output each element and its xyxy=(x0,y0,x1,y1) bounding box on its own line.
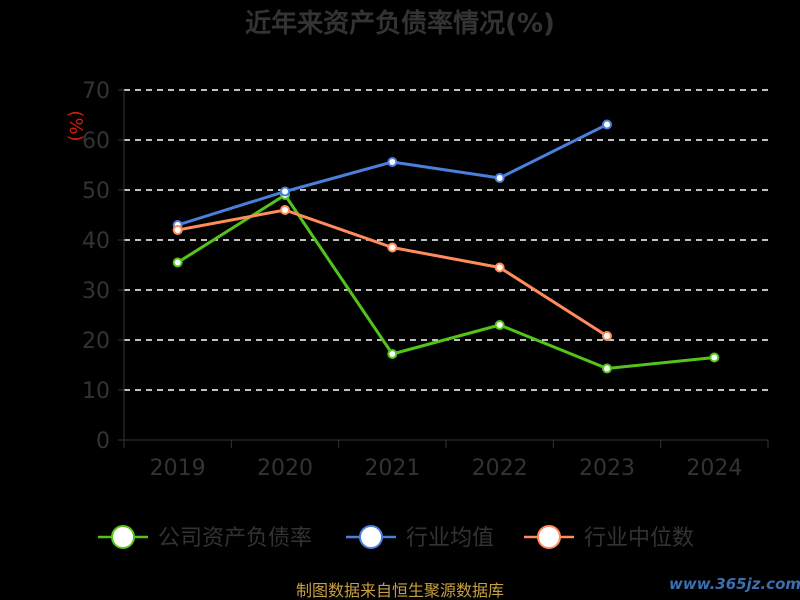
data-point[interactable] xyxy=(387,242,398,253)
legend-label: 公司资产负债率 xyxy=(158,526,312,551)
y-tick-label: 40 xyxy=(82,229,110,254)
x-tick-label: 2020 xyxy=(257,456,313,481)
data-point[interactable] xyxy=(172,225,183,235)
x-tick-label: 2021 xyxy=(364,456,420,481)
legend-item-0[interactable]: 公司资产负债率 xyxy=(98,525,312,551)
y-tick-label: 70 xyxy=(82,79,110,104)
legend-item-1[interactable]: 行业均值 xyxy=(346,525,494,551)
data-point[interactable] xyxy=(602,331,612,341)
x-tick-label: 2022 xyxy=(472,456,528,481)
data-point[interactable] xyxy=(494,173,505,183)
chart-title: 近年来资产负债率情况(%) xyxy=(245,8,555,39)
data-point[interactable] xyxy=(709,352,720,363)
data-point[interactable] xyxy=(387,349,398,359)
y-axis-label: (%) xyxy=(65,110,86,141)
legend-item-2[interactable]: 行业中位数 xyxy=(524,525,694,551)
y-tick-label: 0 xyxy=(96,429,110,454)
x-tick-label: 2019 xyxy=(150,456,206,481)
legend-swatch-marker xyxy=(111,525,135,549)
y-tick-label: 20 xyxy=(82,329,110,354)
legend[interactable]: 公司资产负债率 行业均值 行业中位数 xyxy=(98,525,694,551)
y-tick-label: 60 xyxy=(82,129,110,154)
watermark: www.365jz.com xyxy=(669,575,800,593)
data-point[interactable] xyxy=(280,186,290,197)
series-layer xyxy=(172,119,720,374)
data-point[interactable] xyxy=(494,262,505,273)
legend-label: 行业中位数 xyxy=(584,526,694,551)
source-footer: 制图数据来自恒生聚源数据库 xyxy=(296,581,504,600)
data-point[interactable] xyxy=(602,363,612,374)
data-point[interactable] xyxy=(602,119,612,130)
data-point[interactable] xyxy=(387,157,398,167)
series-line-2 xyxy=(177,208,608,338)
y-tick-label: 10 xyxy=(82,379,110,404)
data-point[interactable] xyxy=(280,205,290,215)
axes: 0 10 20 30 40 50 60 70 2019 2020 2021 2022 2023 2024 xyxy=(82,79,769,481)
data-point[interactable] xyxy=(172,257,183,268)
grid xyxy=(124,89,768,391)
legend-swatch-marker xyxy=(359,525,383,549)
x-tick-label: 2023 xyxy=(579,456,635,481)
legend-label: 行业均值 xyxy=(406,526,494,551)
data-point[interactable] xyxy=(494,320,505,330)
series-line-0 xyxy=(176,193,715,370)
legend-swatch-marker xyxy=(537,525,561,549)
x-tick-label: 2024 xyxy=(686,456,742,481)
y-tick-label: 30 xyxy=(82,279,110,304)
y-tick-label: 50 xyxy=(82,179,110,204)
